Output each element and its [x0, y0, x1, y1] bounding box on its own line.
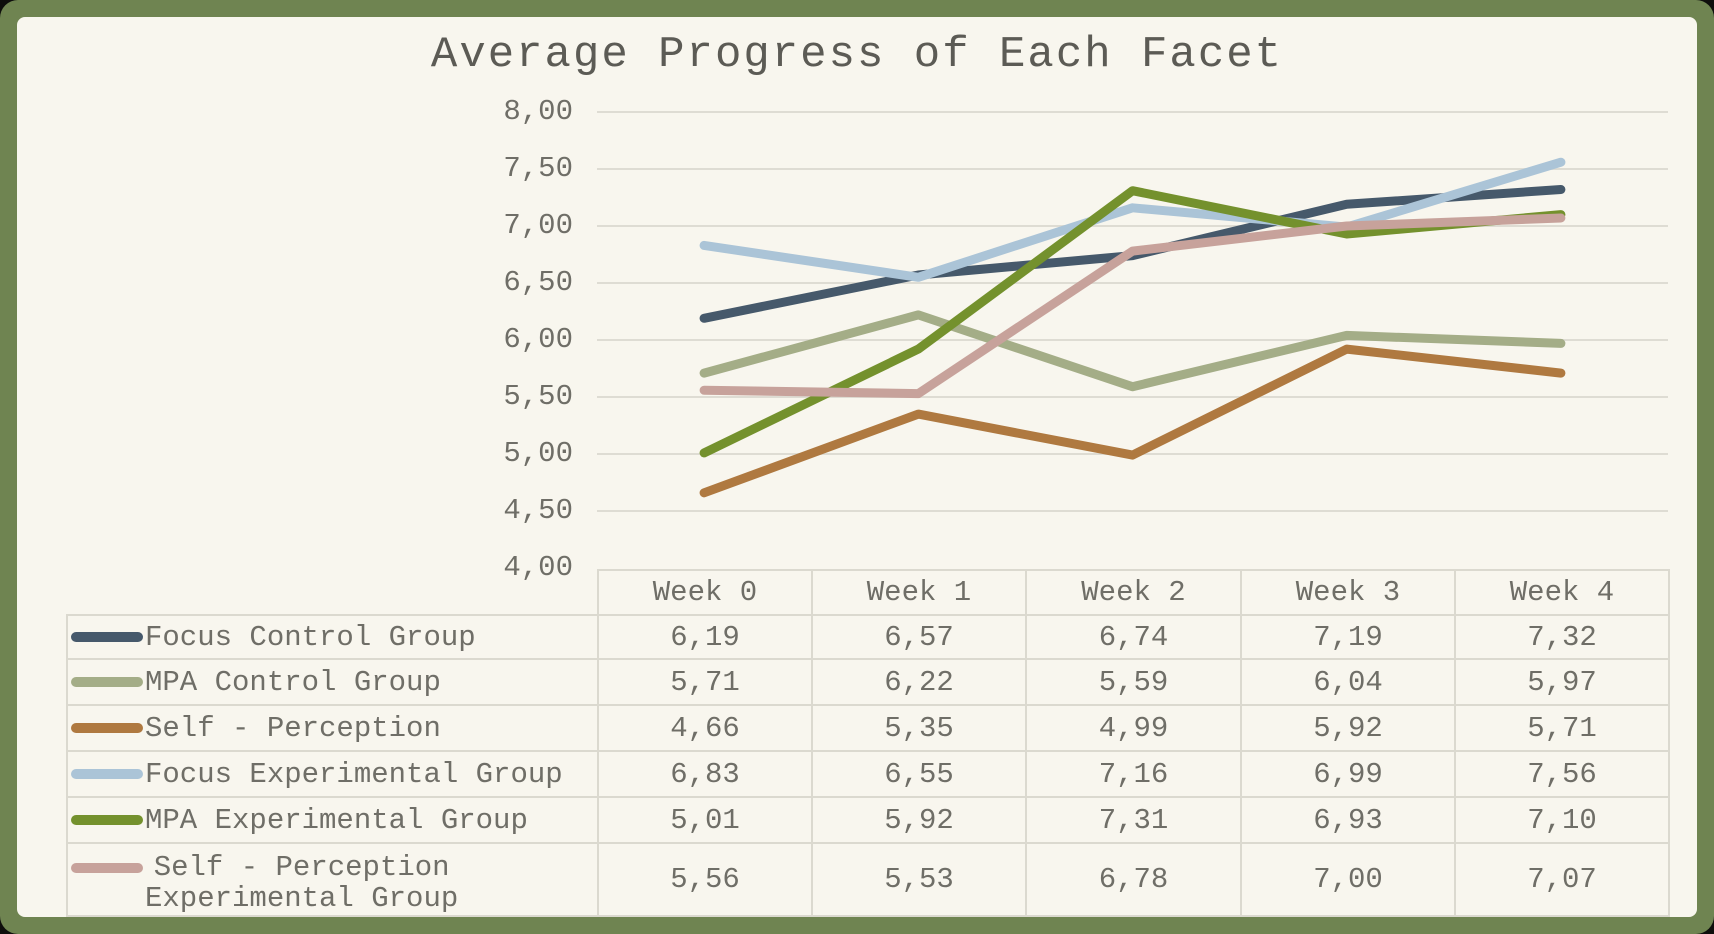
value-cell: 6,78	[1025, 842, 1242, 917]
value-cell: 7,56	[1454, 750, 1670, 798]
value-cell: 5,01	[597, 796, 813, 844]
value-cell: 6,57	[811, 614, 1027, 660]
value-cell: 6,22	[811, 658, 1027, 706]
legend-swatch	[71, 677, 143, 687]
value-cell: 7,07	[1454, 842, 1670, 917]
series-line-self-perception	[699, 344, 1566, 498]
series-line-mpa-control-group	[699, 310, 1566, 392]
data-table: Week 0 Week 1 Week 2 Week 3 Week 4 Focus Cont…	[66, 569, 1670, 917]
legend-swatch	[71, 632, 143, 642]
value-cell: 7,31	[1025, 796, 1242, 844]
table-row: Focus Control Group 6,19 6,57 6,74 7,19 7,32	[66, 614, 1670, 660]
value-cell: 6,83	[597, 750, 813, 798]
value-cell: 5,35	[811, 704, 1027, 752]
column-header-week-4: Week 4	[1454, 569, 1670, 616]
series-label: Self - Perception	[145, 711, 441, 745]
y-axis-tick-label: 7,50	[503, 152, 573, 185]
table-row: Focus Experimental Group 6,83 6,55 7,16 6,99…	[66, 750, 1670, 798]
series-line-mpa-experimental-group	[699, 186, 1566, 458]
value-cell: 6,55	[811, 750, 1027, 798]
legend-swatch	[71, 815, 143, 825]
series-line-focus-experimental-group	[699, 157, 1566, 282]
series-label: MPA Control Group	[145, 665, 441, 699]
value-cell: 5,71	[597, 658, 813, 706]
value-cell: 7,19	[1240, 614, 1456, 660]
value-cell: 7,00	[1240, 842, 1456, 917]
table-corner-spacer	[67, 570, 599, 616]
legend-cell: MPA Control Group	[66, 658, 599, 706]
column-header-week-2: Week 2	[1025, 569, 1242, 616]
legend-cell: Self - Perception	[66, 704, 599, 752]
value-cell: 7,16	[1025, 750, 1242, 798]
table-row: Self - Perception 4,66 5,35 4,99 5,92 5,71	[66, 704, 1670, 752]
table-row: Self - Perception Experimental Group 5,56 5…	[66, 842, 1670, 917]
value-cell: 5,56	[597, 842, 813, 917]
column-header-week-1: Week 1	[811, 569, 1027, 616]
legend-swatch	[71, 863, 143, 873]
y-axis-tick-label: 6,50	[503, 266, 573, 299]
value-cell: 5,97	[1454, 658, 1670, 706]
table-row: MPA Experimental Group 5,01 5,92 7,31 6,93 7,…	[66, 796, 1670, 844]
value-cell: 7,32	[1454, 614, 1670, 660]
series-label: Self - Perception Experimental Group	[145, 851, 459, 915]
legend-swatch	[71, 723, 143, 733]
chart-title: Average Progress of Each Facet	[430, 30, 1284, 80]
table-row: MPA Control Group 5,71 6,22 5,59 6,04 5,97	[66, 658, 1670, 706]
y-axis-tick-label: 5,00	[503, 437, 573, 470]
legend-cell: Self - Perception Experimental Group	[66, 842, 599, 917]
value-cell: 5,71	[1454, 704, 1670, 752]
value-cell: 4,99	[1025, 704, 1242, 752]
value-cell: 7,10	[1454, 796, 1670, 844]
y-axis-tick-label: 5,50	[503, 380, 573, 413]
column-header-week-0: Week 0	[597, 569, 813, 616]
column-header-week-3: Week 3	[1240, 569, 1456, 616]
value-cell: 6,93	[1240, 796, 1456, 844]
y-axis-tick-label: 7,00	[503, 209, 573, 242]
value-cell: 5,92	[811, 796, 1027, 844]
value-cell: 6,04	[1240, 658, 1456, 706]
series-label: Focus Experimental Group	[145, 757, 563, 791]
y-axis-tick-label: 6,00	[503, 323, 573, 356]
value-cell: 5,92	[1240, 704, 1456, 752]
legend-cell: Focus Control Group	[66, 614, 599, 660]
value-cell: 5,59	[1025, 658, 1242, 706]
y-axis-tick-label: 8,00	[503, 95, 573, 128]
series-label: MPA Experimental Group	[145, 803, 528, 837]
series-line-self-perception-experimental-group	[699, 213, 1566, 399]
legend-swatch	[71, 769, 143, 779]
value-cell: 6,99	[1240, 750, 1456, 798]
value-cell: 6,19	[597, 614, 813, 660]
y-axis-tick-label: 4,50	[503, 494, 573, 527]
series-label: Focus Control Group	[145, 620, 476, 654]
value-cell: 5,53	[811, 842, 1027, 917]
legend-cell: Focus Experimental Group	[66, 750, 599, 798]
value-cell: 4,66	[597, 704, 813, 752]
legend-cell: MPA Experimental Group	[66, 796, 599, 844]
value-cell: 6,74	[1025, 614, 1242, 660]
